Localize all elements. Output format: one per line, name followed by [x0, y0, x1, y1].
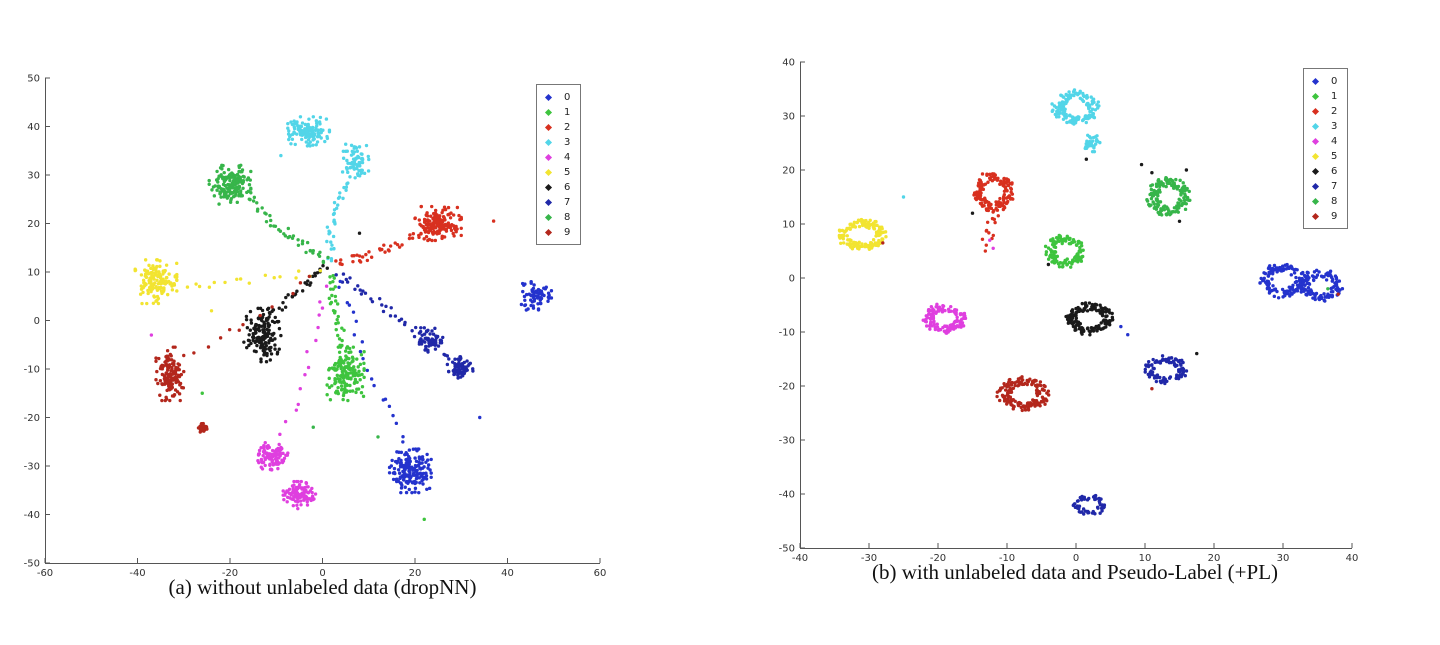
caption-plot-a: (a) without unlabeled data (dropNN): [168, 575, 477, 599]
legend-item: 1: [544, 105, 571, 120]
legend-item-label: 0: [1331, 75, 1338, 87]
legend-item: 2: [544, 120, 571, 135]
legend-item: 4: [1311, 134, 1338, 149]
legend-marker-icon: [544, 123, 553, 132]
legend-item: 1: [1311, 89, 1338, 104]
legend-item-label: 7: [564, 196, 571, 208]
legend-item-label: 2: [1331, 105, 1338, 117]
legend-marker-icon: [544, 168, 553, 177]
legend-item: 2: [1311, 104, 1338, 119]
legend-item-label: 7: [1331, 180, 1338, 192]
legend-item-label: 9: [1331, 210, 1338, 222]
legend-item: 5: [544, 165, 571, 180]
legend-item-label: 5: [564, 166, 571, 178]
legend-item: 7: [544, 195, 571, 210]
legend-marker-icon: [544, 153, 553, 162]
legend-item: 7: [1311, 179, 1338, 194]
legend-plot-a: 0 1 2 3 4 5 6 7 8 9: [536, 84, 582, 245]
legend-item-label: 1: [1331, 90, 1338, 102]
legend-item-label: 2: [564, 121, 571, 133]
legend-item: 4: [544, 150, 571, 165]
legend-item-label: 6: [564, 181, 571, 193]
legend-item-label: 3: [1331, 120, 1338, 132]
legend-item: 5: [1311, 149, 1338, 164]
legend-plot-b: 0 1 2 3 4 5 6 7 8 9: [1303, 68, 1349, 229]
legend-item: 3: [544, 135, 571, 150]
legend-item-label: 0: [564, 91, 571, 103]
legend-item: 0: [544, 90, 571, 105]
legend-marker-icon: [544, 108, 553, 117]
legend-marker-icon: [1311, 92, 1320, 101]
legend-item-label: 3: [564, 136, 571, 148]
legend-item-label: 4: [1331, 135, 1338, 147]
legend-item-label: 1: [564, 106, 571, 118]
legend-item: 9: [1311, 209, 1338, 224]
legend-item-label: 8: [564, 211, 571, 223]
legend-item: 8: [1311, 194, 1338, 209]
legend-marker-icon: [544, 93, 553, 102]
legend-marker-icon: [1311, 137, 1320, 146]
legend-item: 9: [544, 225, 571, 240]
legend-marker-icon: [1311, 182, 1320, 191]
legend-marker-icon: [1311, 212, 1320, 221]
legend-item-label: 4: [564, 151, 571, 163]
caption-plot-b: (b) with unlabeled data and Pseudo-Label…: [871, 560, 1279, 584]
legend-marker-icon: [544, 228, 553, 237]
legend-item: 6: [544, 180, 571, 195]
legend-item: 8: [544, 210, 571, 225]
legend-marker-icon: [544, 183, 553, 192]
legend-item: 0: [1311, 74, 1338, 89]
legend-marker-icon: [1311, 77, 1320, 86]
legend-marker-icon: [1311, 197, 1320, 206]
legend-marker-icon: [544, 138, 553, 147]
legend-marker-icon: [1311, 122, 1320, 131]
legend-item-label: 9: [564, 226, 571, 238]
legend-marker-icon: [1311, 167, 1320, 176]
legend-marker-icon: [544, 198, 553, 207]
legend-item: 3: [1311, 119, 1338, 134]
legend-item-label: 8: [1331, 195, 1338, 207]
legend-marker-icon: [1311, 152, 1320, 161]
legend-item-label: 6: [1331, 165, 1338, 177]
legend-item: 6: [1311, 164, 1338, 179]
legend-marker-icon: [1311, 107, 1320, 116]
legend-marker-icon: [544, 213, 553, 222]
legend-item-label: 5: [1331, 150, 1338, 162]
